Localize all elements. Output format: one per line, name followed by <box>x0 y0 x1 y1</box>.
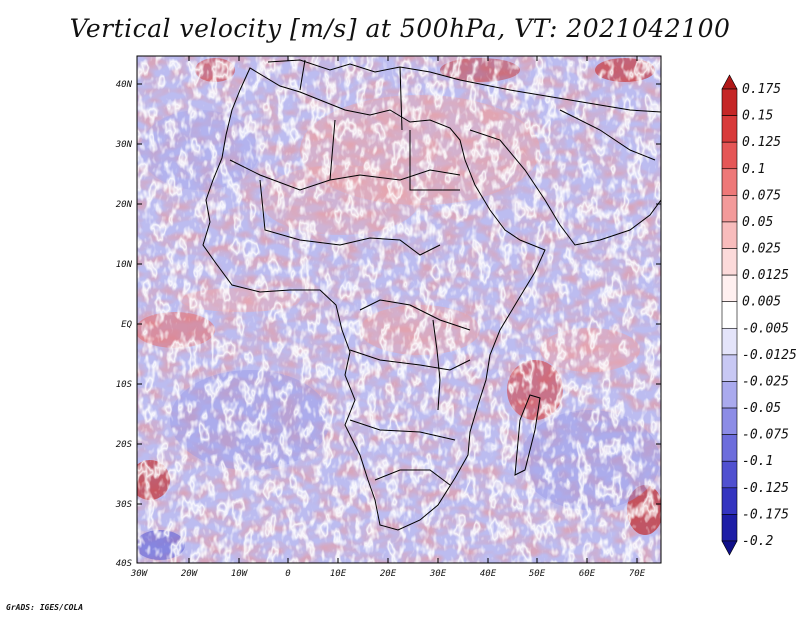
colorbar-swatch <box>721 514 738 542</box>
colorbar-label: -0.005 <box>742 321 789 336</box>
lon-tick-label: 30E <box>429 569 447 579</box>
colorbar: 0.175 0.15 0.125 0.1 0.075 0.05 0.025 0.0125 0.0… <box>721 74 797 556</box>
colorbar-swatch <box>721 460 738 489</box>
lat-tick-label: 30N <box>115 140 133 150</box>
colorbar-swatch <box>721 407 738 435</box>
lat-tick-label: 10N <box>116 260 133 270</box>
grads-credit: GrADS: IGES/COLA <box>6 603 84 612</box>
colorbar-swatch <box>721 88 738 116</box>
lon-tick-label: 10E <box>330 569 347 579</box>
colorbar-label: -0.125 <box>742 481 789 496</box>
colorbar-label: 0.0125 <box>742 268 789 283</box>
lat-tick-label: 30S <box>115 500 133 510</box>
lat-tick-label: 20N <box>116 200 133 210</box>
colorbar-swatch <box>721 354 738 382</box>
colorbar-swatch <box>721 540 738 556</box>
colorbar-swatch <box>721 221 738 249</box>
vertical-velocity-field <box>137 56 661 563</box>
colorbar-label: 0.005 <box>742 295 781 310</box>
colorbar-label: 0.15 <box>742 109 773 124</box>
lon-tick-label: 70E <box>629 569 646 579</box>
colorbar-swatch <box>721 487 738 515</box>
colorbar-label: 0.025 <box>742 242 781 257</box>
colorbar-label: -0.05 <box>742 401 781 416</box>
lon-tick-label: 30W <box>130 569 149 579</box>
colorbar-swatch <box>721 141 738 170</box>
colorbar-label: 0.075 <box>742 188 781 203</box>
colorbar-label: 0.1 <box>742 162 765 177</box>
lon-tick-label: 0 <box>285 569 290 579</box>
colorbar-swatch <box>721 168 738 196</box>
colorbar-label: -0.2 <box>742 534 773 549</box>
colorbar-label: -0.0125 <box>742 348 797 363</box>
colorbar-swatch <box>721 74 738 90</box>
lat-tick-label: 20S <box>116 440 133 450</box>
lon-tick-label: 20W <box>181 569 199 579</box>
colorbar-swatch <box>721 115 738 143</box>
colorbar-swatch <box>721 195 738 223</box>
colorbar-swatch <box>721 327 738 356</box>
colorbar-label: 0.05 <box>742 215 773 230</box>
lon-tick-label: 40E <box>480 569 497 579</box>
colorbar-label: -0.175 <box>742 507 789 522</box>
lat-tick-label: EQ <box>121 320 132 330</box>
colorbar-swatch <box>721 381 738 409</box>
colorbar-label: -0.075 <box>742 428 789 443</box>
colorbar-swatch <box>721 248 738 276</box>
colorbar-label: -0.1 <box>742 454 773 469</box>
colorbar-label: 0.175 <box>742 82 781 97</box>
lat-tick-label: 40N <box>116 80 133 90</box>
longitude-axis: 30W 20W 10W 0 10E 20E 30E 40E 50E 60E 70… <box>130 56 646 579</box>
map-title: Vertical velocity [m/s] at 500hPa, VT: 2… <box>69 14 731 43</box>
lon-tick-label: 10W <box>231 569 249 579</box>
plot-frame <box>136 55 662 564</box>
lon-tick-label: 60E <box>579 569 596 579</box>
colorbar-swatch <box>721 434 738 462</box>
coastlines <box>202 59 661 531</box>
lon-tick-label: 50E <box>529 569 546 579</box>
latitude-axis: 40N 30N 20N 10N EQ 10S 20S 30S 40S <box>115 80 661 569</box>
lat-tick-label: 40S <box>116 559 133 569</box>
colorbar-label: -0.025 <box>742 374 789 389</box>
colorbar-swatch <box>721 301 738 329</box>
colorbar-label: 0.125 <box>742 135 781 150</box>
colorbar-swatch <box>721 274 738 303</box>
lon-tick-label: 20E <box>380 569 397 579</box>
lat-tick-label: 10S <box>116 380 133 390</box>
